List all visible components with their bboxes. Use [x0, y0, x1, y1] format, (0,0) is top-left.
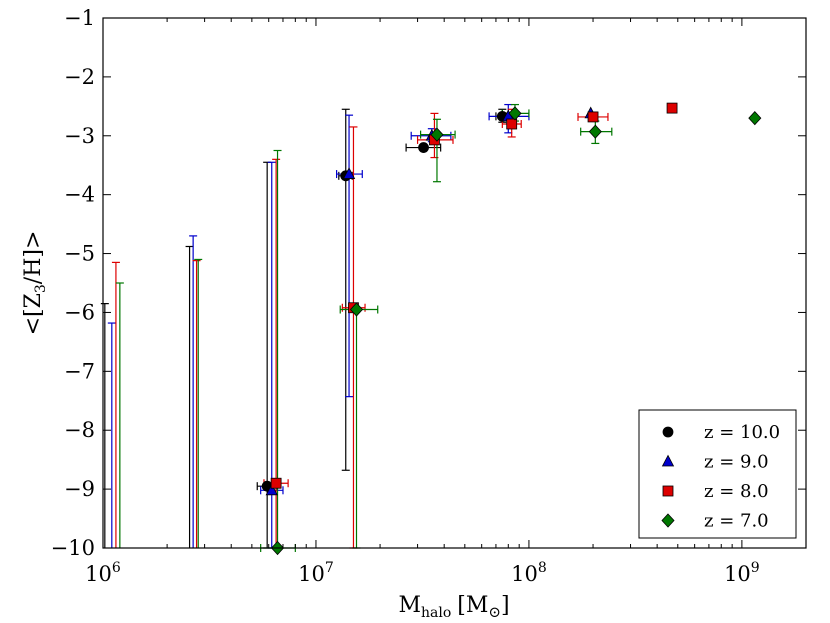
data-point-diamond	[508, 106, 522, 121]
data-point-square	[666, 102, 678, 114]
data-point-square	[506, 118, 518, 130]
y-tick-label: −7	[64, 359, 95, 383]
y-tick-label: −1	[64, 6, 95, 30]
legend-label: z = 9.0	[704, 452, 769, 473]
y-tick-label: −5	[64, 242, 95, 266]
y-axis-label: <[Z3/H]>	[21, 231, 49, 336]
data-point-square	[270, 477, 282, 489]
y-tick-label: −9	[64, 477, 95, 501]
x-tick-label: 107	[298, 560, 334, 586]
legend-marker-circle	[662, 426, 674, 438]
y-tick-label: −2	[64, 65, 95, 89]
data-point-square	[587, 111, 599, 123]
plot-frame	[102, 17, 807, 549]
legend-label: z = 7.0	[704, 511, 769, 532]
legend-marker-square	[662, 485, 674, 497]
y-tick-label: −4	[64, 183, 95, 207]
y-tick-label: −10	[51, 536, 95, 560]
data-point-circle	[418, 142, 429, 153]
legend-marker-diamond	[661, 513, 675, 528]
data-point-triangle	[265, 483, 278, 496]
y-tick-label: −8	[64, 418, 95, 442]
x-tick-label: 109	[724, 560, 760, 586]
y-tick-label: −6	[64, 300, 95, 324]
x-tick-label: 108	[511, 560, 547, 586]
data-point-diamond	[748, 111, 762, 126]
legend-marker-triangle	[661, 454, 675, 467]
data-point-diamond	[588, 124, 602, 139]
legend: z = 10.0 z = 9.0 z = 8.0 z = 7.0	[638, 409, 797, 539]
markers-layer	[261, 102, 762, 556]
x-tick-label: 106	[85, 560, 121, 586]
legend-label: z = 10.0	[704, 422, 780, 443]
data-point-diamond	[349, 302, 364, 317]
data-point-triangle	[342, 167, 356, 179]
legend-label: z = 8.0	[704, 481, 769, 502]
ticks-layer	[102, 17, 806, 549]
x-axis-label: Mhalo [M⊙]	[398, 593, 509, 621]
y-tick-label: −3	[64, 124, 95, 148]
data-point-diamond	[430, 127, 444, 142]
